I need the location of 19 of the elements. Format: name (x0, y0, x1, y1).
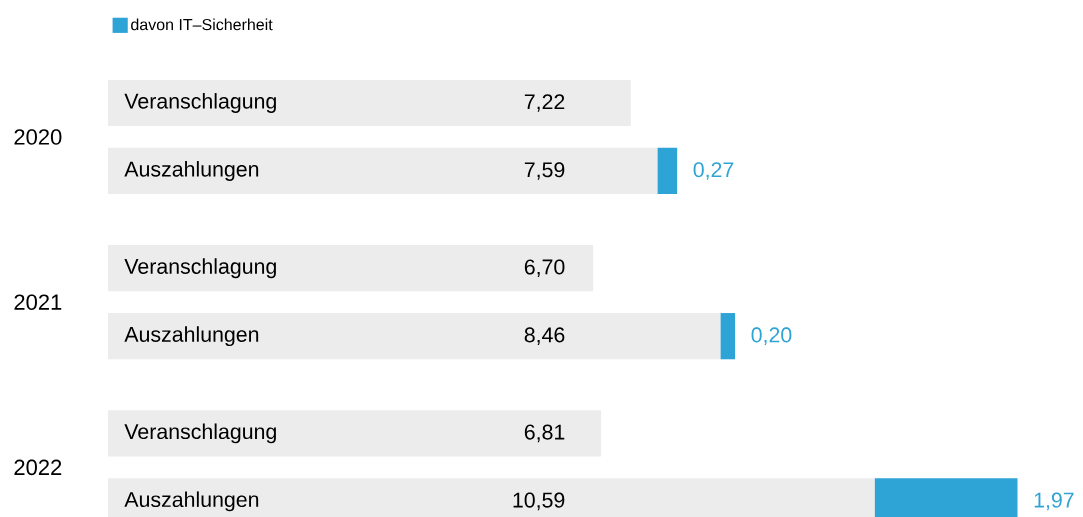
legend-label: davon IT–Sicherheit (131, 18, 273, 31)
data-label: 0,27 (693, 162, 734, 180)
data-label: 8,46 (524, 327, 565, 345)
data-label: 6,70 (524, 259, 565, 277)
data-label: 7,22 (524, 94, 565, 112)
text: 2022 (14, 459, 62, 476)
y-tick-label: Auszahlungen (124, 491, 259, 512)
text: 2021 (14, 294, 62, 310)
y-tick-label: Veranschlagung (124, 258, 276, 279)
data-label: 6,81 (524, 424, 565, 443)
data-label: 0,20 (751, 327, 792, 345)
text: 2020 (14, 129, 62, 145)
y-tick-label: Auszahlungen (124, 161, 259, 181)
y-tick-label: Auszahlungen (124, 326, 259, 347)
data-label: 10,59 (513, 492, 565, 511)
data-label: 1,97 (1034, 492, 1074, 511)
data-label: 7,59 (524, 162, 565, 180)
y-tick-label: Veranschlagung (124, 93, 276, 113)
y-tick-label: Veranschlagung (124, 423, 276, 444)
